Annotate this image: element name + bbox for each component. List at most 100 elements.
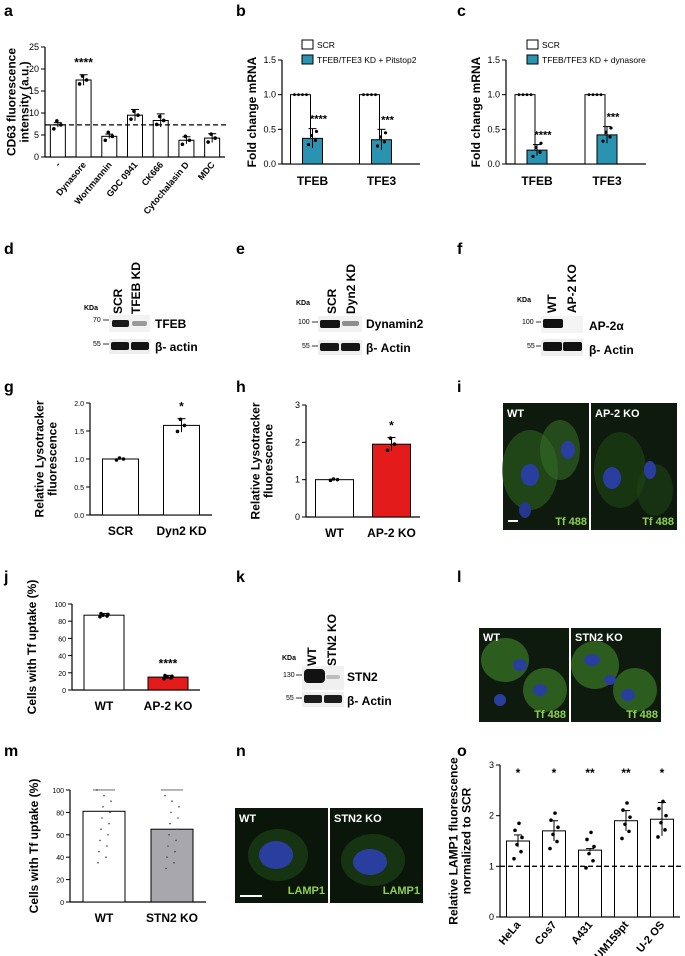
- data-point: [101, 789, 103, 791]
- y-axis-label: Cells with Tf uptake (%): [27, 779, 41, 914]
- y-tick-label: 80: [58, 619, 66, 626]
- blot-lane-label: WT: [545, 294, 559, 313]
- blot-band: [341, 343, 360, 351]
- data-point: [101, 817, 103, 819]
- y-tick-label: 25: [29, 42, 39, 52]
- data-point: [109, 811, 111, 814]
- data-point: [213, 136, 217, 140]
- data-point: [529, 93, 533, 97]
- data-point: [585, 837, 589, 842]
- blot-band: [324, 695, 342, 703]
- y-axis-label: Fold change mRNA: [245, 56, 259, 167]
- data-point: [163, 673, 167, 678]
- data-point: [584, 866, 588, 870]
- panel-letter-h: h: [236, 379, 246, 396]
- data-point: [335, 477, 340, 482]
- data-point: [96, 789, 98, 791]
- micrograph-stain-label: Tf 488: [555, 516, 587, 528]
- data-point: [102, 806, 104, 808]
- data-point: [305, 93, 308, 97]
- x-tick-label: AP-2 KO: [367, 526, 416, 540]
- data-point: [162, 676, 166, 681]
- data-point: [105, 856, 107, 858]
- data-point: [388, 436, 393, 440]
- x-tick-label: WT: [95, 911, 114, 925]
- micrograph-panel-l: WT STN2 KO Tf 488 Tf 488: [479, 628, 661, 722]
- data-point: [163, 789, 165, 791]
- data-point: [170, 674, 174, 679]
- y-axis-label: CD63 fluorescence: [5, 48, 19, 156]
- data-point: [98, 614, 102, 619]
- y-tick-label: 5: [34, 130, 39, 140]
- blot-lane-label: AP-2 KO: [565, 264, 579, 313]
- western-blot-d: KDa SCR TFEB KD 70 TFEB 55 β- actin: [84, 262, 198, 354]
- data-point: [375, 144, 380, 148]
- bar-h-ap-2-ko: [372, 443, 411, 518]
- data-point: [553, 811, 557, 815]
- data-point: [370, 93, 373, 97]
- data-point: [538, 150, 542, 154]
- blot-marker: 55: [93, 341, 101, 348]
- blot-protein-label: Dynamin2: [366, 317, 424, 331]
- micrograph-stain-label: Tf 488: [642, 516, 674, 528]
- y-tick-label: 15: [29, 86, 39, 96]
- panel-letter-g: g: [4, 379, 14, 396]
- data-point: [378, 135, 383, 139]
- data-point: [187, 138, 192, 143]
- data-point: [168, 834, 170, 836]
- x-tick-label: CK666: [140, 160, 166, 188]
- y-tick-label: 100: [52, 788, 64, 795]
- y-axis-label: intensity (a.u.): [18, 61, 32, 142]
- x-tick-label: U-2 OS: [635, 919, 668, 955]
- blot-band: [112, 320, 129, 327]
- y-tick-label: 0: [62, 688, 66, 695]
- y-axis-label: Fold change mRNA: [469, 56, 483, 167]
- data-point: [663, 828, 667, 832]
- data-point: [517, 821, 521, 826]
- data-point: [599, 93, 603, 97]
- micrograph-stain-label: LAMP1: [383, 885, 420, 897]
- cell-staining: [481, 638, 567, 712]
- data-point: [98, 850, 100, 853]
- x-tick-label: A431: [569, 919, 595, 947]
- panel-letter-b: b: [236, 3, 246, 20]
- micrograph-stain-label: LAMP1: [288, 885, 325, 897]
- data-point: [129, 117, 133, 121]
- data-point: [84, 78, 89, 82]
- blot-band: [131, 342, 149, 350]
- data-point: [105, 789, 107, 791]
- y-tick-label: 60: [56, 833, 64, 840]
- data-point: [103, 138, 108, 143]
- data-point: [173, 862, 175, 864]
- data-point: [331, 477, 336, 481]
- x-tick-label: TFE3: [367, 174, 397, 188]
- data-point: [165, 867, 167, 870]
- bar-c-scr: [514, 94, 536, 165]
- micrograph-title: WT: [239, 813, 256, 825]
- data-point: [656, 835, 660, 839]
- data-point: [170, 811, 172, 814]
- micrograph-stain-label: Tf 488: [534, 709, 566, 721]
- panel-letter-c: c: [457, 3, 466, 20]
- x-tick-label: STN2 KO: [146, 911, 198, 925]
- data-point: [628, 815, 632, 819]
- significance-marker: ****: [310, 114, 328, 126]
- data-point: [608, 135, 612, 139]
- data-point: [59, 123, 63, 127]
- y-axis-label: fluorescence: [262, 424, 276, 498]
- western-blot-f: KDa WT AP-2 KO 100 AP-2α 55 β- Actin: [517, 264, 634, 357]
- blot-lane-label: WT: [305, 647, 319, 666]
- data-point: [180, 142, 185, 147]
- data-point: [385, 448, 390, 453]
- panel-letter-i: i: [457, 379, 461, 396]
- y-tick-label: 40: [56, 855, 64, 862]
- bar-o-hela: [506, 840, 530, 918]
- blot-protein-label: TFEB: [155, 317, 187, 331]
- y-tick-label: 0: [295, 512, 300, 522]
- western-blot-k: KDa WT STN2 KO 130 STN2 55 β- Actin: [282, 614, 392, 708]
- data-point: [97, 862, 99, 864]
- data-point: [591, 858, 595, 863]
- data-point: [182, 423, 187, 428]
- data-point: [382, 140, 387, 144]
